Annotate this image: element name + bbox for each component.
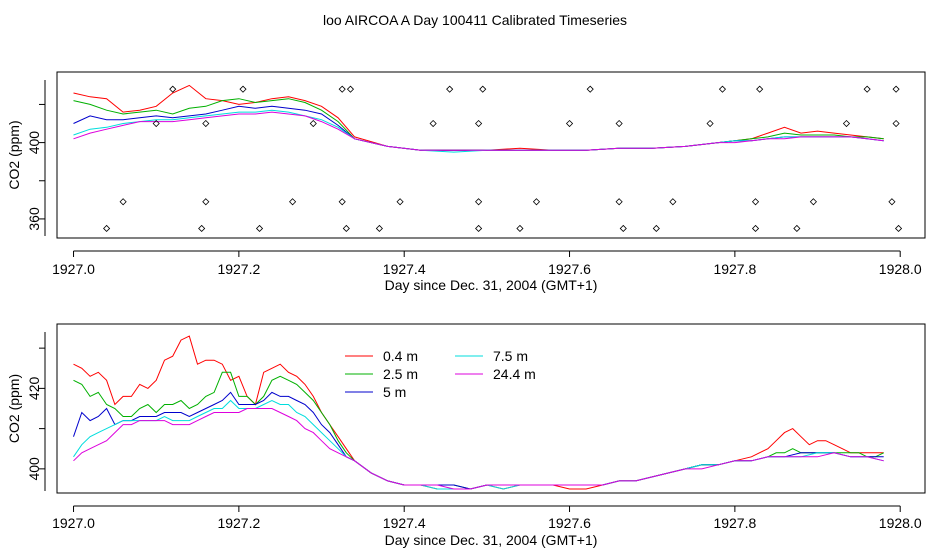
data-point	[652, 224, 660, 233]
data-point	[756, 85, 764, 93]
legend: 0.4 m 2.5 m 5 m 7.5 m 24.4 m	[345, 348, 536, 400]
data-point	[309, 119, 317, 128]
data-point	[429, 119, 437, 128]
series-line	[73, 105, 884, 151]
data-point	[475, 119, 483, 128]
chart-title: loo AIRCOA A Day 100411 Calibrated Times…	[322, 12, 627, 28]
data-point	[338, 85, 346, 93]
series-line	[73, 335, 884, 490]
data-point	[475, 224, 483, 233]
data-point	[346, 85, 355, 93]
data-point	[342, 224, 350, 233]
legend-label: 7.5 m	[493, 348, 528, 364]
data-point	[119, 198, 127, 206]
series-line	[73, 98, 884, 151]
data-point	[169, 85, 177, 93]
data-point	[615, 198, 623, 206]
x-tick-label: 1927.2	[217, 261, 260, 277]
data-point	[809, 198, 817, 206]
series-line	[73, 391, 884, 490]
data-point	[516, 224, 524, 233]
y-tick-label: 360	[26, 207, 42, 231]
legend-label: 0.4 m	[383, 348, 418, 364]
data-point	[888, 198, 896, 206]
data-point	[338, 198, 346, 206]
x-tick-label: 1927.0	[52, 515, 95, 531]
data-point	[751, 224, 760, 233]
data-point	[892, 119, 900, 128]
x-axis-title: Day since Dec. 31, 2004 (GMT+1)	[385, 277, 598, 293]
data-point	[565, 119, 574, 128]
data-point	[103, 224, 111, 233]
x-axis-title: Day since Dec. 31, 2004 (GMT+1)	[385, 532, 598, 548]
x-tick-label: 1927.6	[548, 261, 591, 277]
x-tick-label: 1927.4	[383, 261, 426, 277]
data-point	[863, 85, 871, 93]
data-point	[751, 198, 760, 206]
data-point	[255, 224, 264, 233]
data-point	[793, 224, 801, 233]
plot-frame	[56, 71, 926, 239]
series-line	[73, 109, 884, 153]
data-point	[842, 119, 851, 128]
x-tick-label: 1927.2	[217, 515, 260, 531]
series-line	[73, 408, 884, 490]
legend-label: 2.5 m	[383, 366, 418, 382]
x-tick-label: 1928.0	[879, 515, 922, 531]
data-point	[202, 198, 210, 206]
series-line	[73, 371, 884, 490]
x-tick-label: 1927.0	[52, 261, 95, 277]
data-point	[615, 119, 623, 128]
y-tick-label: 420	[26, 376, 42, 400]
data-point	[479, 85, 487, 93]
data-point	[586, 85, 594, 93]
plot-frame	[56, 323, 926, 494]
x-tick-label: 1927.6	[548, 515, 591, 531]
data-point	[894, 224, 903, 233]
data-point	[475, 198, 483, 206]
data-point	[718, 85, 727, 93]
legend-label: 5 m	[383, 384, 406, 400]
data-point	[152, 119, 160, 128]
series-line	[73, 84, 884, 151]
y-tick-label: 400	[26, 131, 42, 155]
y-axis-title: CO2 (ppm)	[6, 374, 22, 443]
series-line	[73, 111, 884, 151]
data-point	[532, 198, 541, 206]
y-tick-label: 400	[26, 457, 42, 481]
x-tick-label: 1928.0	[879, 261, 922, 277]
legend-label: 24.4 m	[493, 366, 536, 382]
x-tick-label: 1927.8	[713, 261, 756, 277]
data-point	[375, 224, 383, 233]
chart-panel-top: 1927.0 1927.2 1927.4 1927.6 1927.8 1928.0 Day …	[6, 71, 926, 293]
data-point	[396, 198, 404, 206]
data-point	[289, 198, 297, 206]
data-point	[706, 119, 714, 128]
data-point	[619, 224, 627, 233]
x-tick-label: 1927.4	[383, 515, 426, 531]
data-point	[446, 85, 454, 93]
data-point	[239, 85, 247, 93]
y-axis-title: CO2 (ppm)	[6, 120, 22, 189]
chart-panel-bottom: 1927.0 1927.2 1927.4 1927.6 1927.8 1928.0 Day …	[6, 323, 926, 548]
data-point	[892, 85, 900, 93]
data-point	[669, 198, 677, 206]
data-point	[202, 119, 210, 128]
data-point	[198, 224, 206, 233]
x-tick-label: 1927.8	[713, 515, 756, 531]
